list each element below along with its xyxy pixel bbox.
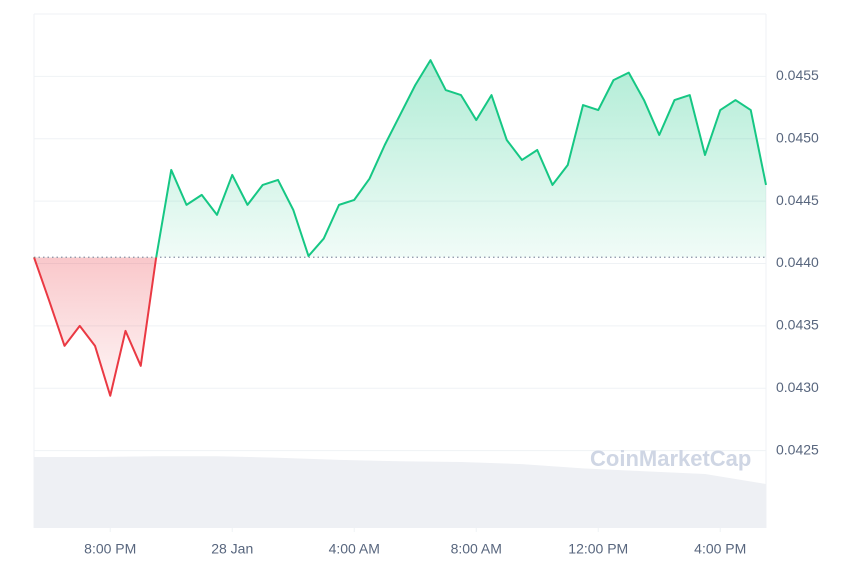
watermark: CoinMarketCap [590, 446, 751, 471]
x-tick-label: 4:00 PM [694, 541, 746, 557]
y-tick-label: 0.0455 [776, 67, 819, 83]
price-line [33, 59, 767, 397]
x-tick-label: 8:00 PM [84, 541, 136, 557]
volume-area [34, 456, 766, 528]
price-area [34, 60, 766, 396]
y-tick-label: 0.0425 [776, 441, 819, 457]
x-tick-label: 12:00 PM [568, 541, 628, 557]
x-tick-label: 28 Jan [211, 541, 253, 557]
y-tick-label: 0.0435 [776, 317, 819, 333]
x-tick-label: 8:00 AM [451, 541, 502, 557]
y-tick-label: 0.0450 [776, 129, 819, 145]
y-tick-label: 0.0430 [776, 379, 819, 395]
x-tick-label: 4:00 AM [329, 541, 380, 557]
plot: 0.0425 0.0430 0.0435 0.0440 0.0445 0.0450 0.04… [33, 13, 819, 557]
y-tick-label: 0.0445 [776, 192, 819, 208]
y-tick-label: 0.0440 [776, 254, 819, 270]
